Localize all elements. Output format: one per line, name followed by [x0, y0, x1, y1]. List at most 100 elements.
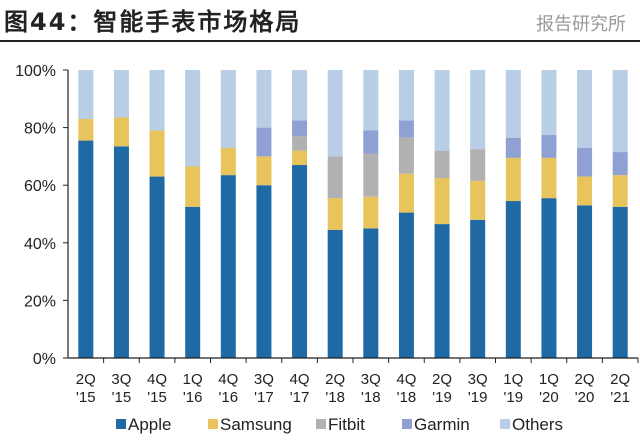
- x-tick-label: 3Q '18: [361, 371, 381, 406]
- x-tick-label: 4Q '17: [290, 371, 310, 406]
- bar-segment-others: [113, 70, 129, 118]
- bar-segment-garmin: [541, 134, 557, 158]
- bar-segment-samsung: [541, 157, 557, 199]
- x-tick-label: 2Q '19: [432, 371, 452, 406]
- figure-title-text: 智能手表市场格局: [93, 8, 302, 36]
- bar-segment-others: [398, 70, 414, 121]
- bar-segment-others: [327, 70, 343, 157]
- x-tick-label: 2Q '20: [575, 371, 595, 406]
- bar-segment-samsung: [185, 166, 201, 207]
- bar-segment-samsung: [505, 157, 521, 202]
- bar-segment-others: [220, 70, 236, 148]
- bar-segment-samsung: [78, 118, 94, 141]
- bar-segment-apple: [113, 146, 129, 358]
- bar-segment-fitbit: [470, 149, 486, 181]
- bar-segment-samsung: [363, 196, 379, 229]
- bar-segment-samsung: [612, 175, 628, 207]
- x-tick-label: 4Q '16: [218, 371, 238, 406]
- x-tick-label: 1Q '20: [539, 371, 559, 406]
- x-tick-label: 3Q '15: [111, 371, 131, 406]
- y-tick-label: 100%: [15, 63, 56, 80]
- bar-segment-apple: [398, 212, 414, 358]
- bar-segment-apple: [78, 140, 94, 358]
- bar-segment-garmin: [505, 137, 521, 158]
- bar-segment-apple: [612, 206, 628, 358]
- legend-swatch-fitbit: [316, 419, 326, 429]
- bar-segment-others: [612, 70, 628, 153]
- bar-segment-others: [149, 70, 165, 131]
- bar-segment-others: [256, 70, 272, 128]
- bar-segment-fitbit: [292, 136, 308, 151]
- bar-segment-apple: [256, 185, 272, 358]
- bar-segment-apple: [149, 176, 165, 358]
- bar-segment-others: [363, 70, 379, 131]
- bar-segment-apple: [327, 229, 343, 358]
- y-tick-label: 60%: [24, 178, 56, 195]
- y-tick-label: 20%: [24, 293, 56, 310]
- bar-segment-garmin: [577, 147, 593, 177]
- bar-segment-samsung: [149, 130, 165, 177]
- bar-segment-others: [434, 70, 450, 151]
- watermark: 报告研究所: [536, 14, 626, 35]
- bar-segment-samsung: [113, 117, 129, 147]
- bar-segment-samsung: [434, 178, 450, 225]
- bar-segment-others: [185, 70, 201, 167]
- x-tick-label: 4Q '18: [396, 371, 416, 406]
- bar-segment-others: [541, 70, 557, 135]
- y-tick-label: 0%: [33, 351, 56, 368]
- bar-segment-apple: [505, 201, 521, 358]
- x-tick-label: 2Q '18: [325, 371, 345, 406]
- x-tick-label: 4Q '15: [147, 371, 167, 406]
- bar-segment-fitbit: [327, 156, 343, 199]
- legend-swatch-samsung: [208, 419, 218, 429]
- legend-swatch-others: [500, 419, 510, 429]
- legend-label-samsung: Samsung: [220, 415, 292, 434]
- bar-segment-samsung: [470, 180, 486, 220]
- bar-segment-garmin: [398, 120, 414, 138]
- title-divider: [0, 40, 640, 42]
- bar-segment-apple: [185, 206, 201, 358]
- bar-segment-apple: [470, 219, 486, 358]
- bar-segment-samsung: [256, 156, 272, 186]
- bar-segment-fitbit: [363, 153, 379, 197]
- x-tick-label: 2Q '21: [610, 371, 630, 406]
- bar-segment-apple: [363, 228, 379, 358]
- bar-segment-others: [577, 70, 593, 148]
- bar-segment-apple: [292, 165, 308, 358]
- legend-swatch-garmin: [402, 419, 412, 429]
- bar-segment-garmin: [363, 130, 379, 154]
- bar-segment-others: [78, 70, 94, 119]
- x-tick-label: 1Q '19: [503, 371, 523, 406]
- bar-segment-apple: [220, 175, 236, 358]
- bar-segment-others: [292, 70, 308, 121]
- bar-segment-samsung: [398, 173, 414, 213]
- x-tick-label: 1Q '16: [183, 371, 203, 406]
- bar-segment-fitbit: [434, 150, 450, 178]
- legend-label-garmin: Garmin: [414, 415, 470, 434]
- x-tick-label: 3Q '17: [254, 371, 274, 406]
- legend-swatch-apple: [116, 419, 126, 429]
- y-tick-label: 80%: [24, 121, 56, 138]
- bar-segment-apple: [541, 198, 557, 358]
- figure-number: 图44：: [4, 8, 94, 36]
- bar-segment-apple: [434, 224, 450, 358]
- bar-segment-samsung: [577, 176, 593, 206]
- figure-title: 图44：智能手表市场格局: [4, 2, 301, 37]
- bar-segment-apple: [577, 205, 593, 358]
- x-tick-label: 2Q '15: [76, 371, 96, 406]
- bar-segment-samsung: [327, 198, 343, 230]
- bar-segment-fitbit: [398, 137, 414, 174]
- bar-segment-garmin: [292, 120, 308, 137]
- bar-segment-garmin: [256, 127, 272, 157]
- y-tick-label: 40%: [24, 236, 56, 253]
- bar-segment-others: [505, 70, 521, 138]
- bar-segment-others: [470, 70, 486, 150]
- bar-segment-garmin: [612, 152, 628, 176]
- bar-segment-samsung: [220, 147, 236, 176]
- legend-label-others: Others: [512, 415, 563, 434]
- legend-label-fitbit: Fitbit: [328, 415, 365, 434]
- legend-label-apple: Apple: [128, 415, 171, 434]
- bar-segment-samsung: [292, 150, 308, 166]
- x-tick-label: 3Q '19: [468, 371, 488, 406]
